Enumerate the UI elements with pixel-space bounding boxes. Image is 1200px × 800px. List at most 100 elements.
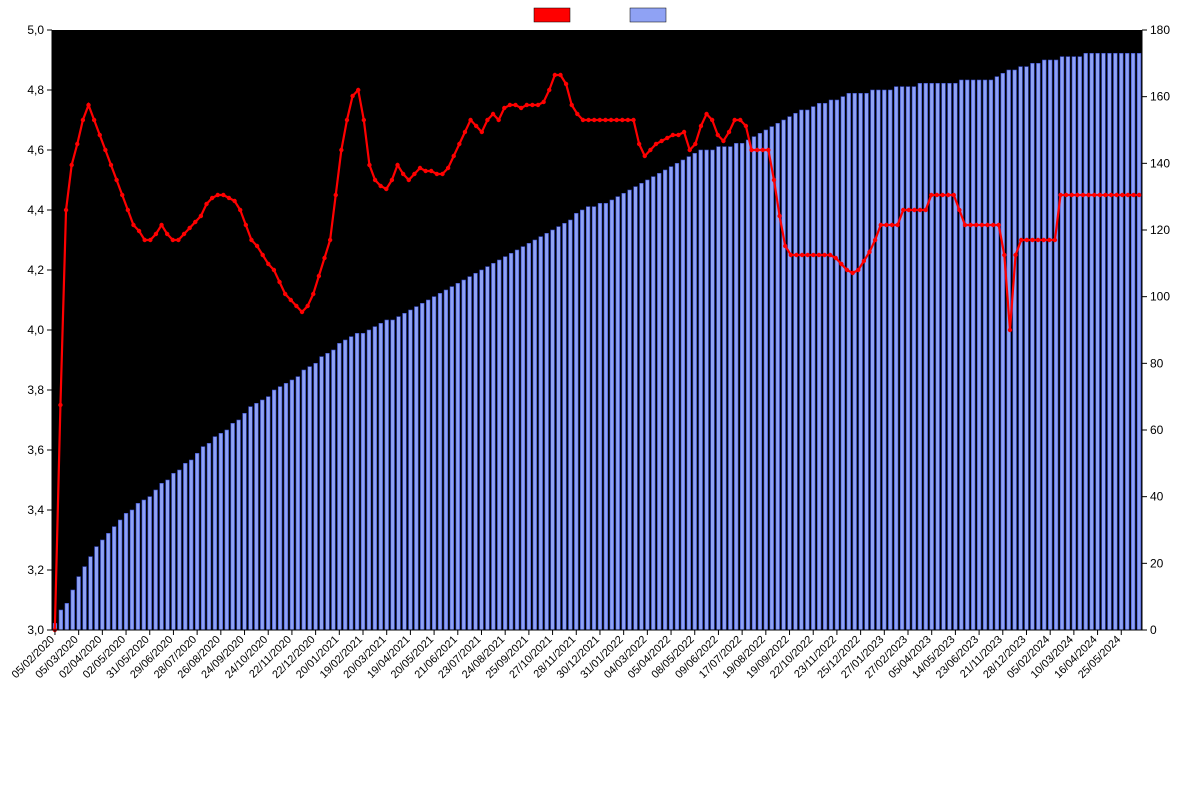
bar <box>740 143 744 630</box>
line-marker <box>221 193 225 197</box>
line-marker <box>1075 193 1079 197</box>
line-marker <box>384 187 388 191</box>
bar <box>183 463 187 630</box>
bar <box>894 87 898 630</box>
bar <box>391 320 395 630</box>
svg-text:3,8: 3,8 <box>27 383 44 397</box>
line-marker <box>491 112 495 116</box>
bar <box>1137 53 1141 630</box>
line-marker <box>873 238 877 242</box>
line-marker <box>294 304 298 308</box>
line-marker <box>334 193 338 197</box>
line-marker <box>356 88 360 92</box>
bar <box>782 120 786 630</box>
bar <box>675 163 679 630</box>
bar <box>1102 53 1106 630</box>
bar <box>403 313 407 630</box>
line-marker <box>148 238 152 242</box>
bar <box>817 103 821 630</box>
bar <box>486 267 490 630</box>
line-marker <box>216 193 220 197</box>
svg-text:100: 100 <box>1150 290 1170 304</box>
line-marker <box>131 223 135 227</box>
bar <box>841 97 845 630</box>
line-marker <box>586 118 590 122</box>
bar <box>764 130 768 630</box>
bar <box>414 307 418 630</box>
line-marker <box>923 208 927 212</box>
svg-text:180: 180 <box>1150 23 1170 37</box>
line-marker <box>238 208 242 212</box>
bar <box>805 110 809 630</box>
line-marker <box>457 142 461 146</box>
bar <box>788 117 792 630</box>
bar <box>225 430 229 630</box>
line-marker <box>502 106 506 110</box>
bar <box>509 253 513 630</box>
svg-text:60: 60 <box>1150 423 1164 437</box>
bar <box>243 413 247 630</box>
bar <box>634 187 638 630</box>
bar <box>693 153 697 630</box>
line-marker <box>985 223 989 227</box>
line-marker <box>440 172 444 176</box>
bar <box>207 443 211 630</box>
bar <box>290 380 294 630</box>
line-marker <box>1115 193 1119 197</box>
bar <box>444 290 448 630</box>
bar <box>628 190 632 630</box>
svg-text:120: 120 <box>1150 223 1170 237</box>
line-marker <box>688 148 692 152</box>
bar <box>385 320 389 630</box>
line-marker <box>210 196 214 200</box>
bar <box>189 460 193 630</box>
line-marker <box>620 118 624 122</box>
line-marker <box>1109 193 1113 197</box>
line-marker <box>86 103 90 107</box>
svg-text:3,2: 3,2 <box>27 563 44 577</box>
bar <box>717 147 721 630</box>
bar <box>314 363 318 630</box>
bar <box>83 567 87 630</box>
bar <box>201 447 205 630</box>
line-marker <box>935 193 939 197</box>
line-marker <box>1041 238 1045 242</box>
bar <box>853 93 857 630</box>
bar <box>1007 70 1011 630</box>
bar <box>569 220 573 630</box>
bar <box>178 470 182 630</box>
bar <box>296 377 300 630</box>
bar <box>491 263 495 630</box>
line-marker <box>277 280 281 284</box>
bar <box>545 233 549 630</box>
line-marker <box>918 208 922 212</box>
line-marker <box>974 223 978 227</box>
svg-text:4,0: 4,0 <box>27 323 44 337</box>
bar <box>859 93 863 630</box>
bar <box>651 177 655 630</box>
line-marker <box>637 142 641 146</box>
bar <box>462 280 466 630</box>
bar <box>260 400 264 630</box>
bar <box>948 83 952 630</box>
bar <box>646 180 650 630</box>
bar <box>474 273 478 630</box>
bar <box>734 143 738 630</box>
line-marker <box>946 193 950 197</box>
bar <box>794 113 798 630</box>
line-marker <box>154 232 158 236</box>
bar <box>213 437 217 630</box>
bar <box>752 137 756 630</box>
bar <box>397 317 401 630</box>
bar <box>574 213 578 630</box>
bar <box>906 87 910 630</box>
legend-swatch <box>534 8 570 22</box>
line-marker <box>407 178 411 182</box>
bar <box>699 150 703 630</box>
line-marker <box>193 220 197 224</box>
bar <box>900 87 904 630</box>
bar <box>101 540 105 630</box>
line-marker <box>659 139 663 143</box>
line-marker <box>452 154 456 158</box>
line-marker <box>1137 193 1141 197</box>
